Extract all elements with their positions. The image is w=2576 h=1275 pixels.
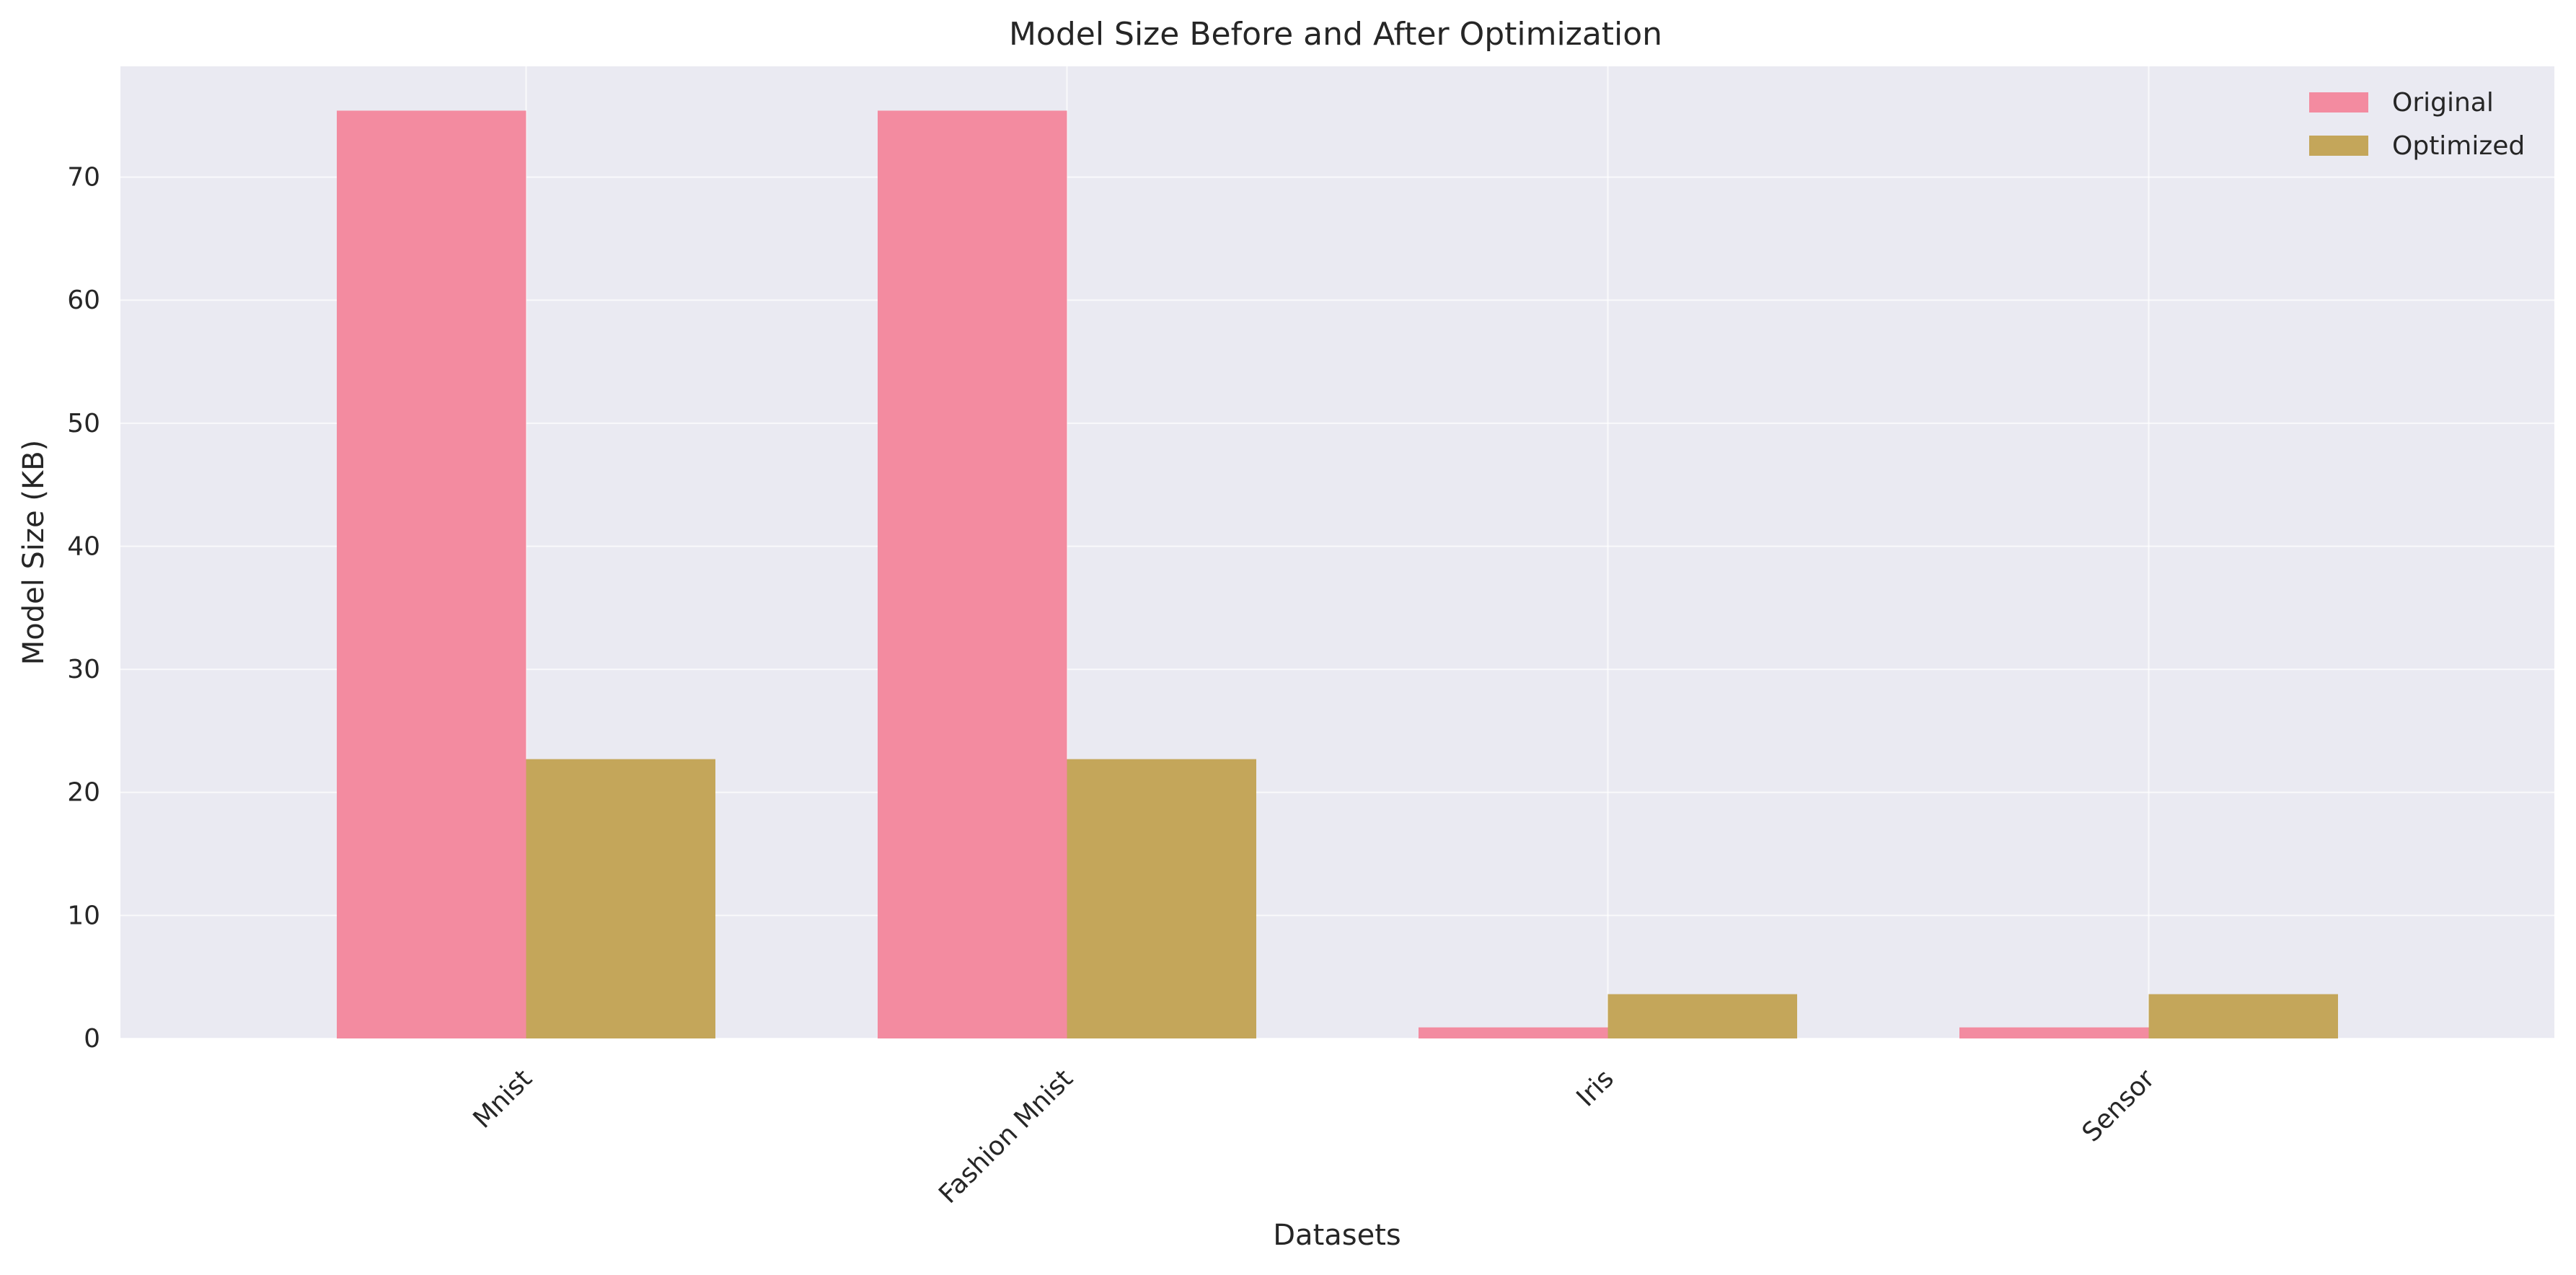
x-tick-label: Fashion Mnist <box>933 1064 1079 1209</box>
y-tick-label: 20 <box>67 778 100 808</box>
bar-original-mnist <box>337 110 526 1038</box>
x-tick-label: Iris <box>1571 1064 1620 1112</box>
y-tick-label: 70 <box>67 163 100 193</box>
y-tick-label: 0 <box>84 1024 100 1054</box>
bar-optimized-iris <box>1607 994 1797 1038</box>
y-axis-label: Model Size (KB) <box>17 440 50 666</box>
y-tick-label: 30 <box>67 655 100 684</box>
bar-original-iris <box>1419 1027 1608 1038</box>
legend: Original Optimized <box>2309 88 2525 161</box>
bar-original-fashion-mnist <box>878 110 1067 1038</box>
x-tick-label: Mnist <box>467 1064 537 1134</box>
bar-optimized-fashion-mnist <box>1067 759 1256 1038</box>
bar-optimized-mnist <box>526 759 715 1038</box>
bar-original-sensor <box>1959 1027 2149 1038</box>
legend-label-original: Original <box>2392 88 2494 118</box>
legend-swatch-optimized <box>2309 136 2368 156</box>
legend-label-optimized: Optimized <box>2392 131 2525 161</box>
y-tick-label: 60 <box>67 286 100 315</box>
y-tick-label: 10 <box>67 901 100 930</box>
y-tick-label: 50 <box>67 409 100 438</box>
legend-swatch-original <box>2309 92 2368 112</box>
x-axis-label: Datasets <box>1273 1219 1401 1252</box>
y-tick-label: 40 <box>67 531 100 561</box>
bars <box>337 110 2338 1038</box>
x-tick-label: Sensor <box>2077 1064 2161 1147</box>
chart-title: Model Size Before and After Optimization <box>1009 16 1662 53</box>
bar-optimized-sensor <box>2148 994 2338 1038</box>
